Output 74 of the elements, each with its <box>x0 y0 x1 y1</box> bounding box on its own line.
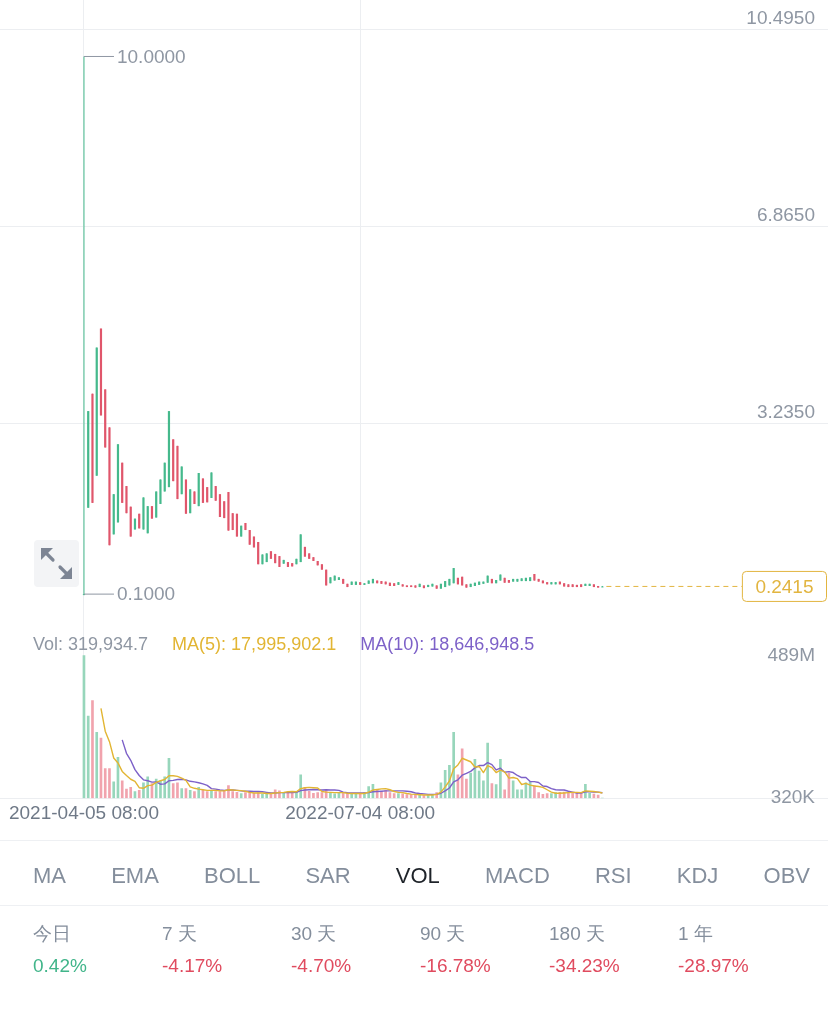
bar <box>86 715 90 799</box>
bar <box>91 700 94 799</box>
y-tick-label: 3.2350 <box>756 401 815 423</box>
bar <box>452 732 455 799</box>
y-tick-label: 320K <box>770 786 816 808</box>
category-label: KDJ <box>676 863 719 889</box>
data-label: -34.23% <box>549 954 620 978</box>
bar <box>392 793 396 799</box>
bar <box>265 794 269 799</box>
bar <box>193 791 196 799</box>
category-label: RSI <box>594 863 632 889</box>
category-label: SAR <box>305 863 351 889</box>
bar <box>520 789 523 799</box>
y-tick-label: 10.4950 <box>746 6 815 28</box>
bar <box>469 772 472 799</box>
category-label: MA <box>33 863 66 889</box>
bar <box>137 790 141 799</box>
category-label: MACD <box>485 863 550 889</box>
bar <box>550 793 553 799</box>
y-tick-label: 6.8650 <box>756 203 815 225</box>
bar <box>418 794 421 799</box>
category-label: 1 年 <box>678 922 714 946</box>
bar <box>307 790 311 799</box>
bar <box>120 780 124 799</box>
bar <box>261 794 264 799</box>
annotation: 10.0000 <box>116 45 186 67</box>
bar <box>516 789 519 799</box>
y-tick-label: 489M <box>767 643 815 665</box>
bar <box>180 788 184 799</box>
bar <box>401 793 404 799</box>
bar <box>95 732 99 799</box>
bar <box>499 759 502 799</box>
bar <box>108 768 111 799</box>
category-label: 30 天 <box>291 922 338 946</box>
bar <box>103 768 107 799</box>
bar <box>176 782 179 799</box>
bar <box>333 793 337 799</box>
ref-line-label: 0.2415 <box>755 575 814 597</box>
bar <box>397 793 400 799</box>
annotation: Vol: 319,934.7 <box>33 633 149 654</box>
bar <box>205 791 209 799</box>
bar <box>329 792 332 799</box>
bar <box>316 792 320 799</box>
x-tick-label: 2021-04-05 08:00 <box>8 801 159 823</box>
category-label: OBV <box>763 863 810 889</box>
bar <box>214 791 218 799</box>
bar <box>239 793 243 799</box>
bar <box>503 789 506 799</box>
category-label: BOLL <box>204 863 261 889</box>
text: MA(5): 17,995,902.1 <box>172 633 337 654</box>
bar <box>244 792 247 799</box>
bar <box>112 781 116 799</box>
bar <box>129 787 133 799</box>
bar <box>188 790 192 799</box>
category-label: VOL <box>395 863 440 889</box>
data-label: -28.97% <box>678 954 749 978</box>
data-label: -4.70% <box>291 954 352 978</box>
bar <box>171 783 175 799</box>
data-label: -4.17% <box>162 954 223 978</box>
bar <box>486 742 489 799</box>
bar <box>312 792 315 799</box>
x-tick-label: 2022-07-04 08:00 <box>285 801 436 823</box>
text: MA(10): 18,646,948.5 <box>360 633 535 654</box>
category-label: 90 天 <box>420 922 467 946</box>
bar <box>414 794 417 799</box>
data-label: -16.78% <box>420 954 491 978</box>
category-label: 今日 <box>33 922 72 946</box>
bar <box>350 794 354 799</box>
category-label: 7 天 <box>162 922 198 946</box>
annotation: 0.1000 <box>116 583 176 605</box>
data-label: 0.42% <box>33 954 87 978</box>
category-label: EMA <box>111 863 159 889</box>
category-label: 180 天 <box>549 922 606 946</box>
bar <box>465 778 468 799</box>
